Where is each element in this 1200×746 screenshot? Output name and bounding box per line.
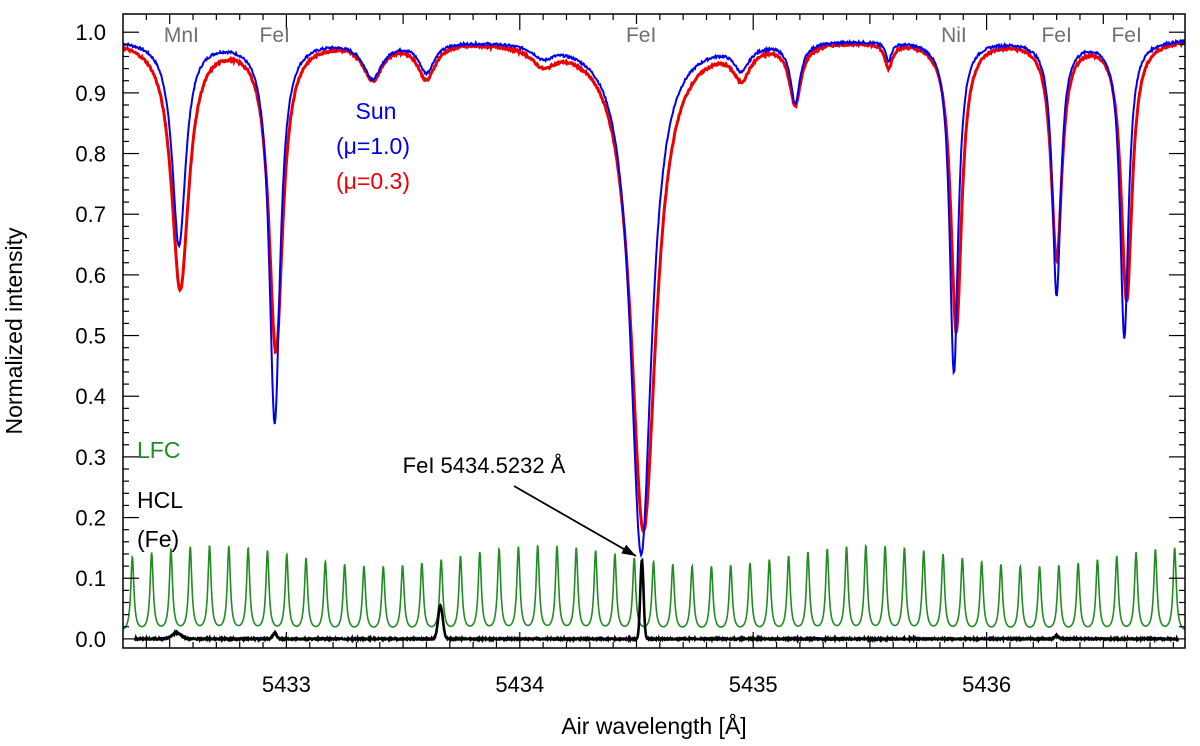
line-label-ni: NiI	[941, 24, 967, 47]
axis-ticks	[123, 14, 1185, 648]
y-tick-label: 0.0	[75, 627, 106, 652]
y-tick-label: 0.3	[75, 445, 106, 470]
legend-mu03: (μ=0.3)	[336, 168, 410, 194]
y-tick-label: 0.4	[75, 384, 106, 409]
y-tick-label: 1.0	[75, 20, 106, 45]
y-tick-label: 0.8	[75, 142, 106, 167]
line-label-fe: FeI	[626, 24, 656, 47]
y-tick-label: 0.1	[75, 566, 106, 591]
x-tick-label: 5435	[729, 672, 778, 697]
legend: Sun (μ=1.0) (μ=0.3) LFC HCL (Fe)	[137, 98, 410, 552]
legend-sun-title: Sun	[356, 98, 397, 124]
annotation: FeI 5434.5232 Å	[403, 453, 637, 557]
legend-lfc: LFC	[137, 437, 180, 463]
y-tick-labels: 0.0 0.1 0.2 0.3 0.4 0.5 0.6 0.7 0.8 0.9 …	[75, 20, 106, 652]
legend-hcl: HCL	[137, 487, 183, 513]
line-label-mn: MnI	[164, 24, 199, 47]
sun-mu03-series-line	[123, 40, 1185, 535]
y-tick-label: 0.5	[75, 324, 106, 349]
sun-mu10-series-line	[123, 38, 1185, 559]
legend-hcl-fe: (Fe)	[137, 526, 179, 552]
line-label-fe: FeI	[1111, 24, 1141, 47]
y-tick-label: 0.7	[75, 202, 106, 227]
annotation-label: FeI 5434.5232 Å	[403, 453, 566, 478]
y-axis-title: Normalized intensity	[1, 227, 27, 435]
y-tick-label: 0.9	[75, 81, 106, 106]
line-labels: MnI FeI FeI NiI FeI FeI	[164, 24, 1142, 47]
x-tick-label: 5436	[962, 672, 1011, 697]
y-tick-label: 0.6	[75, 263, 106, 288]
hcl-series-line	[134, 557, 1180, 644]
lfc-series-line	[123, 543, 1185, 631]
line-label-fe: FeI	[1041, 24, 1071, 47]
x-tick-label: 5433	[262, 672, 311, 697]
x-tick-label: 5434	[495, 672, 544, 697]
annotation-arrow-line	[513, 485, 637, 557]
line-label-fe: FeI	[260, 24, 290, 47]
x-axis-title: Air wavelength [Å]	[561, 712, 746, 739]
plot-area	[123, 38, 1185, 644]
legend-mu10: (μ=1.0)	[336, 133, 410, 159]
y-tick-label: 0.2	[75, 506, 106, 531]
annotation-arrow-head	[621, 544, 636, 557]
plot-frame	[122, 13, 1186, 649]
x-tick-labels: 5433 5434 5435 5436	[262, 672, 1011, 697]
